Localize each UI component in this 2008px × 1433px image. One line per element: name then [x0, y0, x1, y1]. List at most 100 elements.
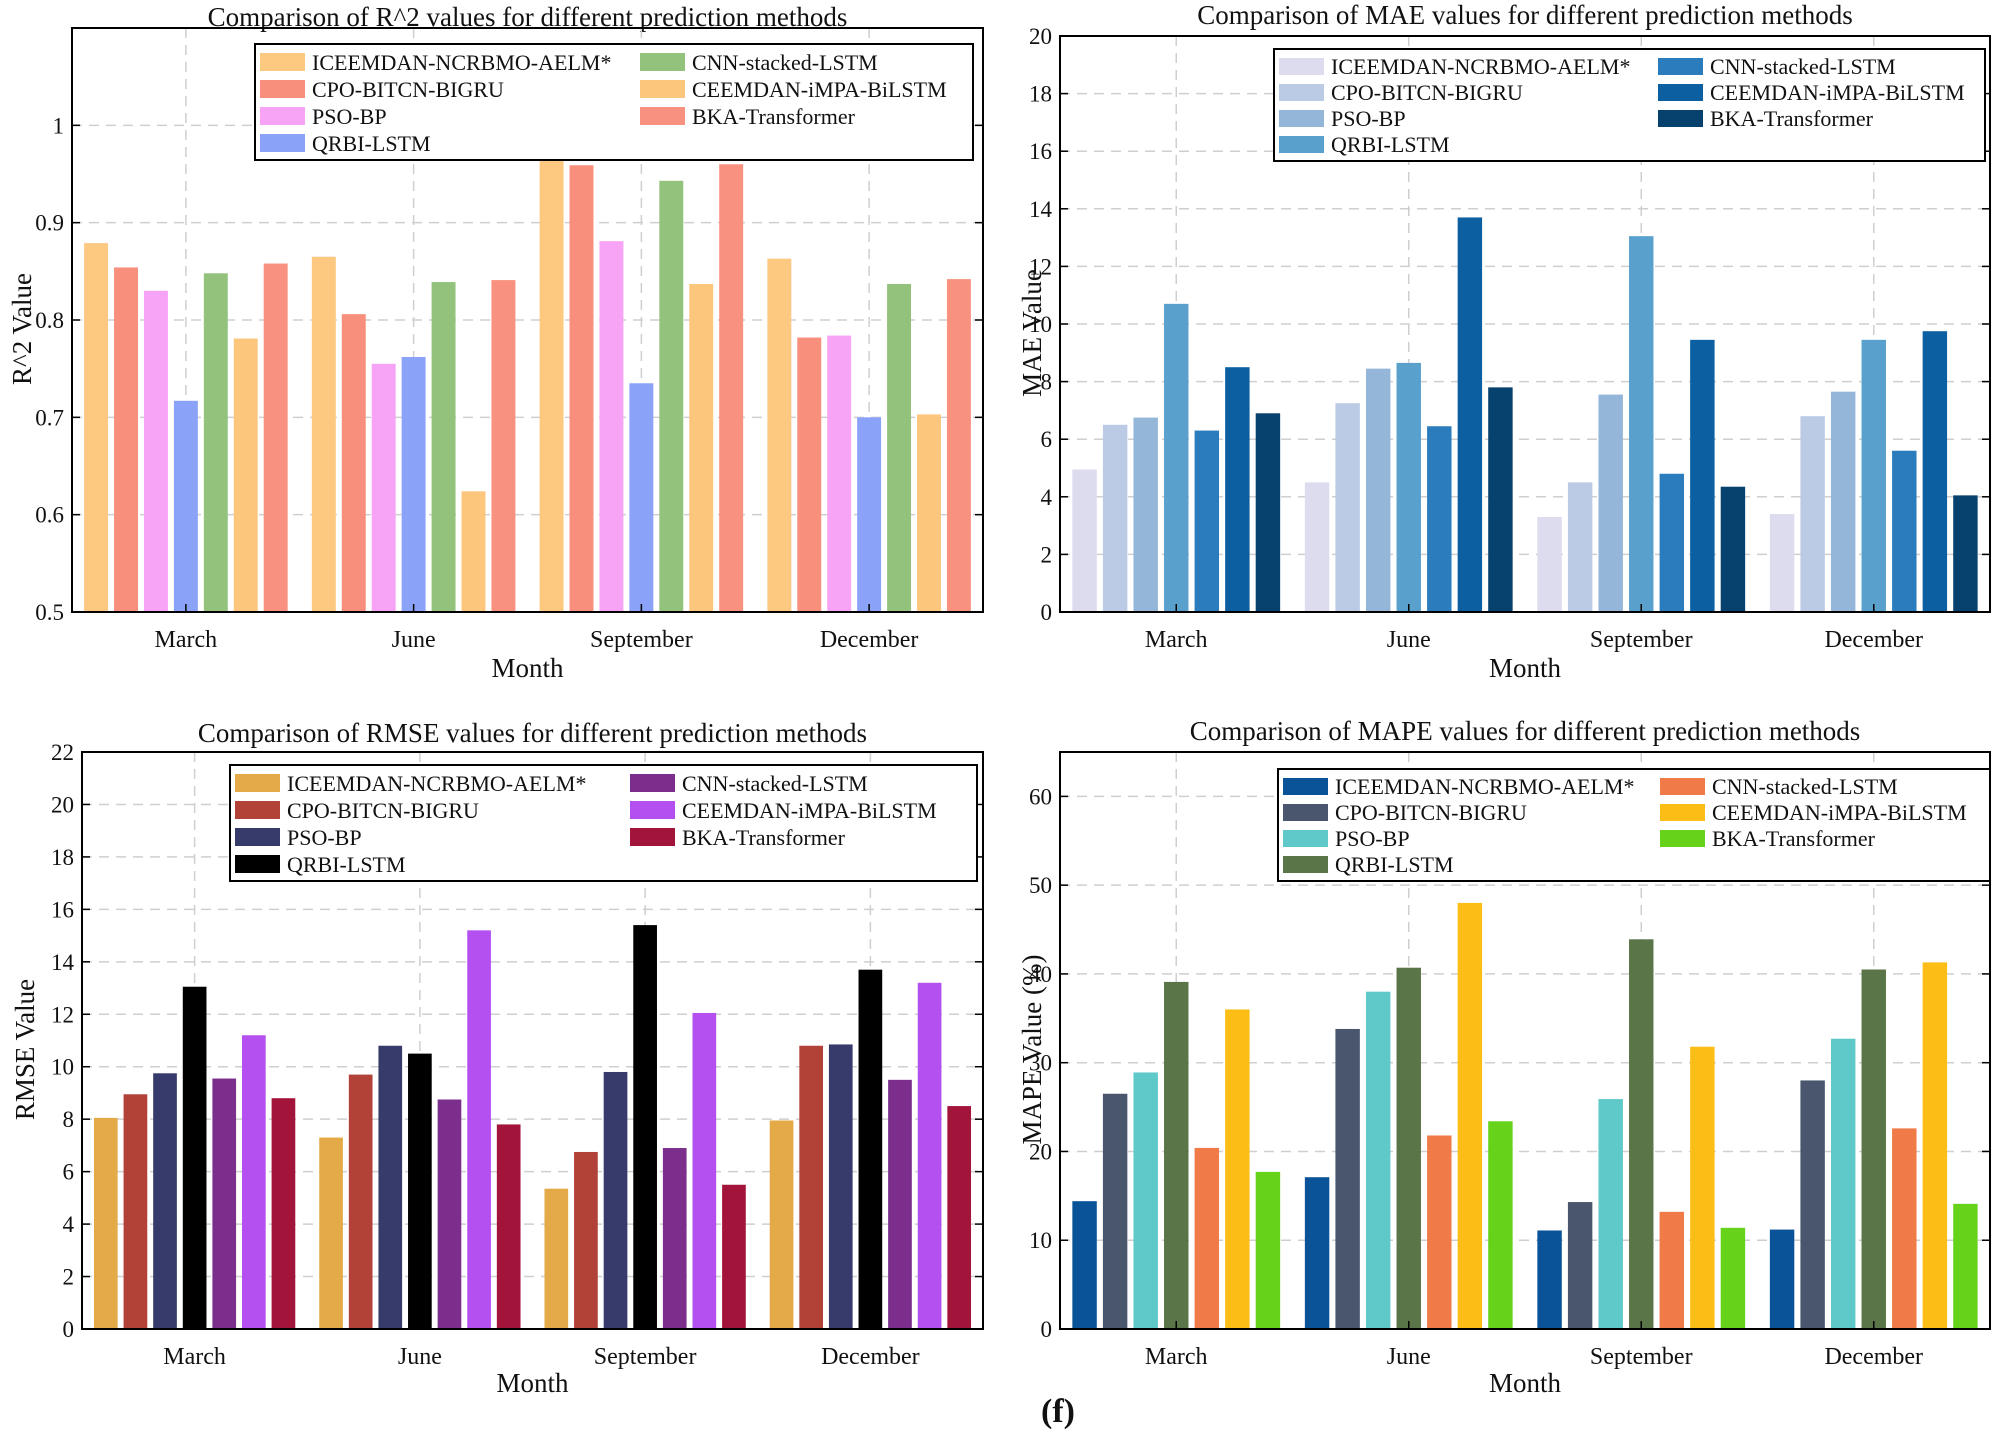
bar-cpo-bitcn-bigru-june	[348, 1074, 373, 1329]
bar-cnn-stacked-lstm-december	[1892, 450, 1917, 612]
bar-iceemdan-ncrbmo-aelm-june	[1304, 1177, 1330, 1329]
y-tick-label: 10	[1029, 1228, 1052, 1253]
bar-qrbi-lstm-september	[1629, 939, 1654, 1329]
bar-cnn-stacked-lstm-june	[437, 1099, 462, 1329]
y-tick-label: 20	[1029, 1139, 1052, 1164]
bar-ceemdan-impa-bilstm-september	[1690, 1046, 1715, 1329]
bar-cnn-stacked-lstm-september	[659, 180, 684, 612]
bar-cpo-bitcn-bigru-march	[123, 1094, 148, 1329]
bar-bka-transformer-june	[491, 280, 516, 612]
figure-label: (f)	[1041, 1393, 1075, 1430]
bar-pso-bp-march	[1133, 417, 1158, 612]
bar-qrbi-lstm-december	[858, 969, 883, 1329]
bar-cpo-bitcn-bigru-june	[1335, 1028, 1360, 1329]
legend-swatch	[1279, 58, 1324, 75]
legend-swatch	[1658, 84, 1703, 101]
y-tick-label: 0	[1041, 1317, 1053, 1342]
legend-label: BKA-Transformer	[682, 825, 846, 850]
bar-pso-bp-september	[1598, 1099, 1623, 1329]
bar-qrbi-lstm-march	[1164, 981, 1189, 1329]
y-tick-label: 20	[1029, 24, 1052, 49]
bar-cnn-stacked-lstm-june	[1427, 1135, 1452, 1329]
bar-iceemdan-ncrbmo-aelm-september	[544, 1188, 569, 1329]
bar-pso-bp-december	[828, 1044, 853, 1329]
legend-swatch	[260, 134, 305, 152]
y-tick-label: 12	[1029, 254, 1052, 279]
bar-iceemdan-ncrbmo-aelm-june	[1304, 482, 1330, 612]
y-axis-label: MAE Value	[1017, 269, 1047, 397]
legend-label: QRBI-LSTM	[312, 131, 431, 156]
legend-label: CPO-BITCN-BIGRU	[287, 798, 479, 823]
bar-cnn-stacked-lstm-december	[887, 283, 912, 612]
y-tick-label: 2	[63, 1265, 75, 1290]
legend-swatch	[1283, 804, 1328, 821]
bar-ceemdan-impa-bilstm-march	[241, 1035, 266, 1329]
x-tick-label: December	[821, 1344, 920, 1370]
legend-label: CEEMDAN-iMPA-BiLSTM	[1712, 800, 1967, 825]
x-tick-label: September	[590, 627, 693, 653]
bar-ceemdan-impa-bilstm-march	[1225, 1009, 1250, 1329]
legend-label: CNN-stacked-LSTM	[1712, 774, 1898, 799]
bar-qrbi-lstm-december	[857, 417, 882, 612]
y-tick-label: 0	[1041, 600, 1053, 625]
legend-swatch	[640, 80, 685, 98]
chart-title: Comparison of MAPE values for different …	[1190, 716, 1861, 746]
bar-cpo-bitcn-bigru-march	[114, 267, 138, 612]
bar-bka-transformer-september	[719, 164, 744, 612]
plot-frame	[81, 751, 984, 1330]
bar-iceemdan-ncrbmo-aelm-march	[1072, 469, 1097, 612]
legend-swatch	[630, 801, 675, 819]
legend: ICEEMDAN-NCRBMO-AELM*CPO-BITCN-BIGRUPSO-…	[254, 43, 974, 161]
bar-qrbi-lstm-march	[173, 400, 198, 612]
x-tick-label: June	[392, 627, 436, 653]
bar-iceemdan-ncrbmo-aelm-december	[767, 258, 792, 612]
x-axis-label: Month	[491, 653, 564, 683]
legend-label: PSO-BP	[287, 825, 362, 850]
y-tick-label: 1	[53, 113, 65, 138]
legend-label: QRBI-LSTM	[1335, 852, 1454, 877]
bar-iceemdan-ncrbmo-aelm-june	[319, 1137, 343, 1329]
bar-pso-bp-september	[1598, 394, 1623, 612]
y-tick-label: 12	[51, 1002, 74, 1027]
bar-bka-transformer-december	[947, 1106, 972, 1329]
bar-bka-transformer-december	[1953, 1203, 1978, 1329]
bar-cpo-bitcn-bigru-december	[1800, 1080, 1825, 1329]
bar-ceemdan-impa-bilstm-march	[1225, 367, 1250, 612]
y-tick-label: 30	[1029, 1051, 1052, 1076]
y-tick-label: 40	[1029, 962, 1052, 987]
y-axis-label: MAPE Value (%)	[1017, 955, 1047, 1145]
bar-cnn-stacked-lstm-september	[662, 1148, 687, 1329]
plot-frame	[1059, 751, 1991, 1330]
bar-bka-transformer-march	[1255, 413, 1281, 612]
chart-title: Comparison of RMSE values for different …	[198, 718, 867, 748]
legend: ICEEMDAN-NCRBMO-AELM*CPO-BITCN-BIGRUPSO-…	[1277, 768, 1991, 882]
bar-iceemdan-ncrbmo-aelm-december	[769, 1120, 794, 1329]
y-tick-label: 2	[1041, 542, 1053, 567]
legend-label: CEEMDAN-iMPA-BiLSTM	[682, 798, 937, 823]
legend-label: BKA-Transformer	[1712, 826, 1876, 851]
bar-bka-transformer-june	[1488, 387, 1513, 612]
y-tick-label: 0.5	[35, 600, 64, 625]
y-tick-label: 18	[51, 845, 74, 870]
bar-ceemdan-impa-bilstm-june	[461, 491, 486, 612]
y-tick-label: 6	[63, 1160, 75, 1185]
y-axis-label: RMSE Value	[10, 979, 40, 1120]
chart-title: Comparison of MAE values for different p…	[1197, 0, 1853, 30]
legend-label: PSO-BP	[312, 104, 387, 129]
legend-label: CPO-BITCN-BIGRU	[312, 77, 504, 102]
bar-pso-bp-december	[1830, 1038, 1856, 1329]
bar-qrbi-lstm-june	[408, 1053, 432, 1329]
legend-label: PSO-BP	[1335, 826, 1410, 851]
legend-swatch	[1660, 804, 1705, 821]
x-tick-label: March	[1145, 1344, 1208, 1370]
legend-box	[1273, 48, 1986, 162]
bar-ceemdan-impa-bilstm-september	[1690, 339, 1715, 612]
y-tick-label: 50	[1029, 873, 1052, 898]
bar-qrbi-lstm-march	[1164, 303, 1189, 612]
legend-swatch	[1279, 136, 1324, 153]
bar-pso-bp-june	[378, 1045, 403, 1329]
y-tick-label: 14	[1029, 197, 1053, 222]
legend-swatch	[260, 80, 305, 98]
y-tick-label: 4	[1041, 485, 1053, 510]
bar-bka-transformer-june	[1488, 1121, 1513, 1329]
